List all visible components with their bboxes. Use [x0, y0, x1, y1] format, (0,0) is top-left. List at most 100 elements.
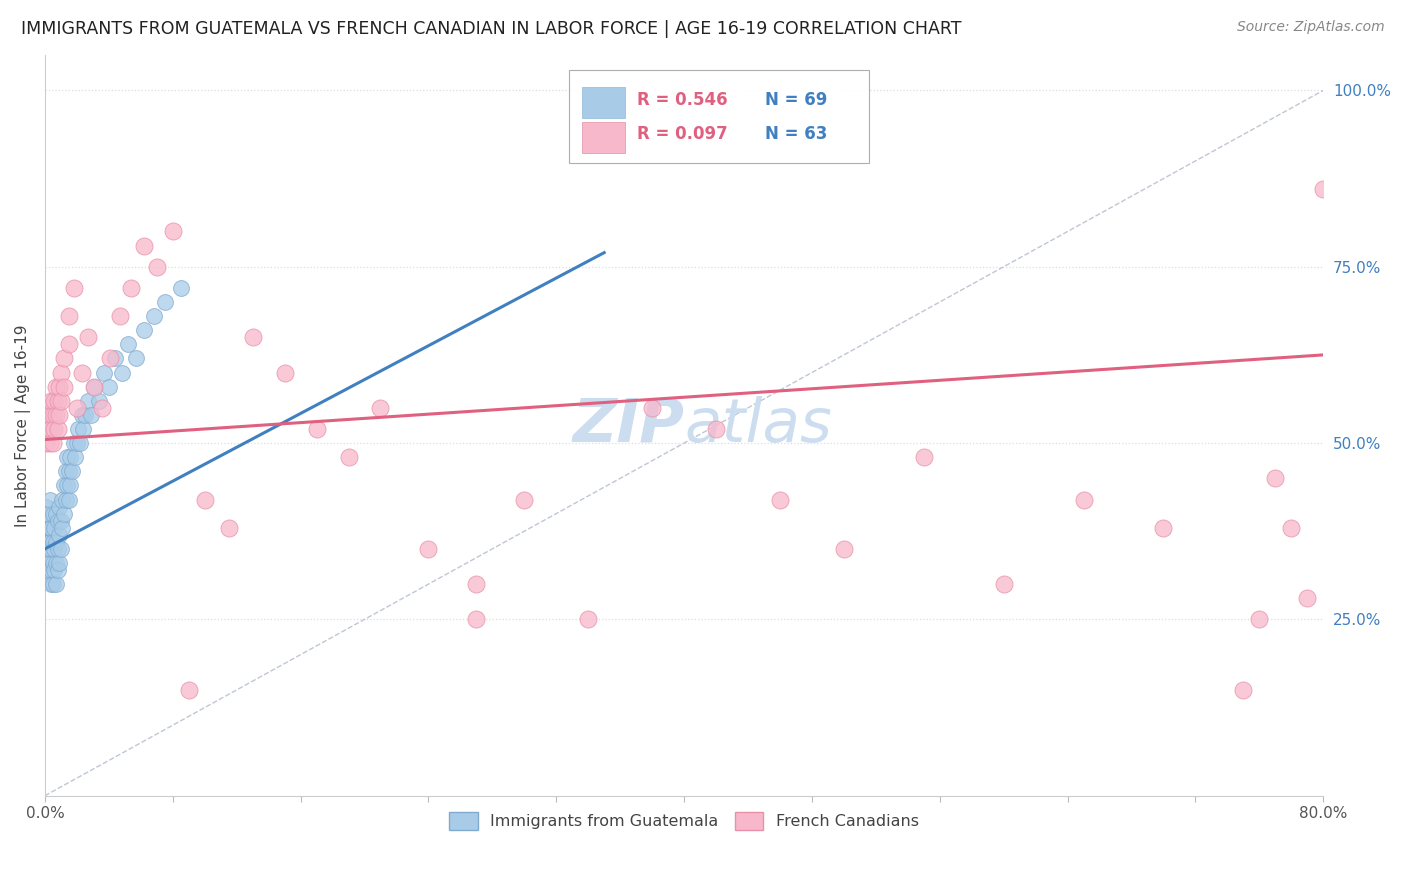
- Point: [46, 514, 69, 528]
- Point: [62, 436, 84, 450]
- Point: [37, 541, 59, 556]
- Point: [42, 534, 65, 549]
- Point: [65, 450, 87, 465]
- Point: [1153, 521, 1175, 535]
- Point: [56, 450, 79, 465]
- Point: [45, 556, 67, 570]
- Point: [912, 450, 935, 465]
- Point: [1232, 682, 1254, 697]
- Point: [37, 563, 59, 577]
- Point: [273, 366, 295, 380]
- Point: [704, 422, 727, 436]
- Text: Source: ZipAtlas.com: Source: ZipAtlas.com: [1237, 20, 1385, 34]
- Point: [42, 577, 65, 591]
- Point: [58, 309, 80, 323]
- Point: [100, 351, 122, 366]
- Point: [120, 281, 142, 295]
- Point: [44, 422, 66, 436]
- Point: [67, 422, 90, 436]
- FancyBboxPatch shape: [569, 70, 869, 162]
- Point: [142, 309, 165, 323]
- Point: [38, 492, 60, 507]
- Point: [45, 408, 67, 422]
- Point: [48, 379, 70, 393]
- Point: [132, 238, 155, 252]
- Point: [1264, 471, 1286, 485]
- FancyBboxPatch shape: [582, 122, 626, 153]
- Point: [38, 436, 60, 450]
- Point: [49, 514, 72, 528]
- Point: [97, 379, 120, 393]
- Point: [37, 401, 59, 415]
- Point: [44, 521, 66, 535]
- Point: [72, 422, 94, 436]
- Point: [513, 492, 536, 507]
- Point: [576, 612, 599, 626]
- Point: [37, 422, 59, 436]
- Point: [62, 281, 84, 295]
- Point: [117, 337, 139, 351]
- Point: [177, 682, 200, 697]
- Point: [104, 351, 127, 366]
- Point: [46, 563, 69, 577]
- Point: [55, 464, 77, 478]
- Text: ZIP: ZIP: [572, 396, 685, 455]
- Point: [60, 464, 83, 478]
- Point: [70, 408, 93, 422]
- Point: [35, 514, 58, 528]
- Point: [69, 436, 91, 450]
- Point: [170, 281, 193, 295]
- Point: [48, 528, 70, 542]
- Point: [45, 379, 67, 393]
- Point: [38, 408, 60, 422]
- Point: [42, 436, 65, 450]
- Point: [1312, 182, 1334, 196]
- Point: [55, 492, 77, 507]
- Point: [38, 521, 60, 535]
- Point: [145, 260, 167, 274]
- Point: [48, 500, 70, 514]
- Point: [59, 478, 82, 492]
- Point: [53, 379, 76, 393]
- Point: [1249, 612, 1271, 626]
- Point: [39, 521, 62, 535]
- Text: N = 69: N = 69: [765, 91, 827, 109]
- Point: [93, 366, 115, 380]
- Point: [66, 436, 89, 450]
- Point: [45, 577, 67, 591]
- Point: [70, 366, 93, 380]
- FancyBboxPatch shape: [582, 87, 626, 119]
- Point: [38, 556, 60, 570]
- Point: [1279, 521, 1302, 535]
- Point: [42, 556, 65, 570]
- Point: [53, 507, 76, 521]
- Point: [66, 401, 89, 415]
- Point: [993, 577, 1015, 591]
- Point: [51, 492, 73, 507]
- Point: [83, 379, 105, 393]
- Y-axis label: In Labor Force | Age 16-19: In Labor Force | Age 16-19: [15, 324, 31, 526]
- Point: [44, 541, 66, 556]
- Point: [80, 408, 103, 422]
- Point: [125, 351, 148, 366]
- Point: [89, 393, 111, 408]
- Point: [58, 337, 80, 351]
- Point: [162, 224, 184, 238]
- Point: [44, 393, 66, 408]
- Point: [49, 541, 72, 556]
- Point: [46, 422, 69, 436]
- Point: [58, 464, 80, 478]
- Point: [45, 534, 67, 549]
- Point: [39, 393, 62, 408]
- Point: [44, 563, 66, 577]
- Point: [194, 492, 217, 507]
- Point: [38, 534, 60, 549]
- Point: [56, 478, 79, 492]
- Point: [370, 401, 392, 415]
- Point: [59, 450, 82, 465]
- Point: [132, 323, 155, 337]
- Point: [35, 528, 58, 542]
- Text: R = 0.546: R = 0.546: [637, 91, 727, 109]
- Point: [35, 500, 58, 514]
- Point: [45, 507, 67, 521]
